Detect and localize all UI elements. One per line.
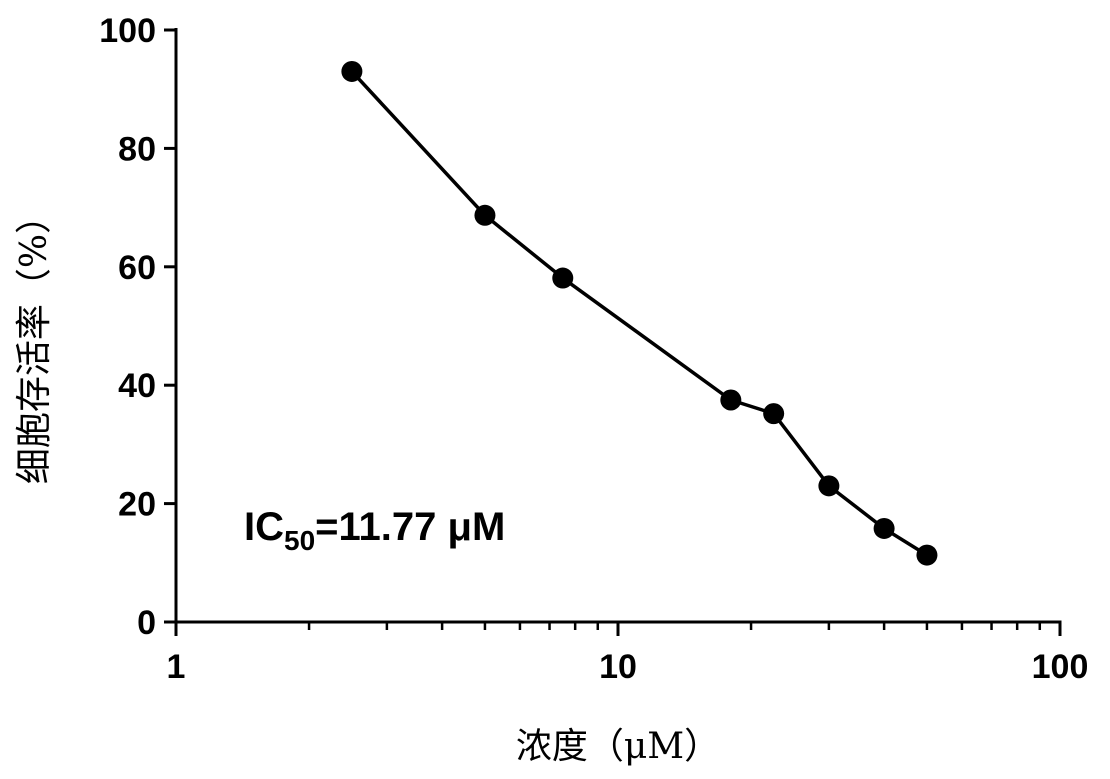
data-point <box>818 475 840 497</box>
y-tick-label: 0 <box>137 604 156 642</box>
ticks: 0 20 40 60 80 100 1 10 100 <box>99 12 1088 686</box>
y-tick-label: 100 <box>99 12 156 50</box>
series <box>341 60 938 566</box>
data-point <box>720 389 742 411</box>
x-tick-label: 1 <box>167 648 186 686</box>
x-tick-label: 100 <box>1032 648 1089 686</box>
data-point <box>474 204 496 226</box>
data-point <box>341 60 363 82</box>
ic50-prefix: IC <box>244 505 284 549</box>
x-tick-label: 10 <box>599 648 637 686</box>
y-tick-label: 60 <box>118 249 156 287</box>
data-point <box>916 544 938 566</box>
y-tick-label: 80 <box>118 130 156 168</box>
y-tick-label: 40 <box>118 367 156 405</box>
ic50-subscript: 50 <box>284 525 315 556</box>
data-point <box>763 403 785 425</box>
y-tick-label: 20 <box>118 486 156 524</box>
ic50-suffix: =11.77 μM <box>315 505 505 549</box>
data-point <box>873 517 895 539</box>
y-axis-title: 细胞存活率（%） <box>14 198 55 484</box>
series-line <box>350 70 928 557</box>
x-axis-title: 浓度（μM） <box>516 726 720 767</box>
data-point <box>552 267 574 289</box>
ic50-annotation: IC50=11.77 μM <box>244 505 505 556</box>
